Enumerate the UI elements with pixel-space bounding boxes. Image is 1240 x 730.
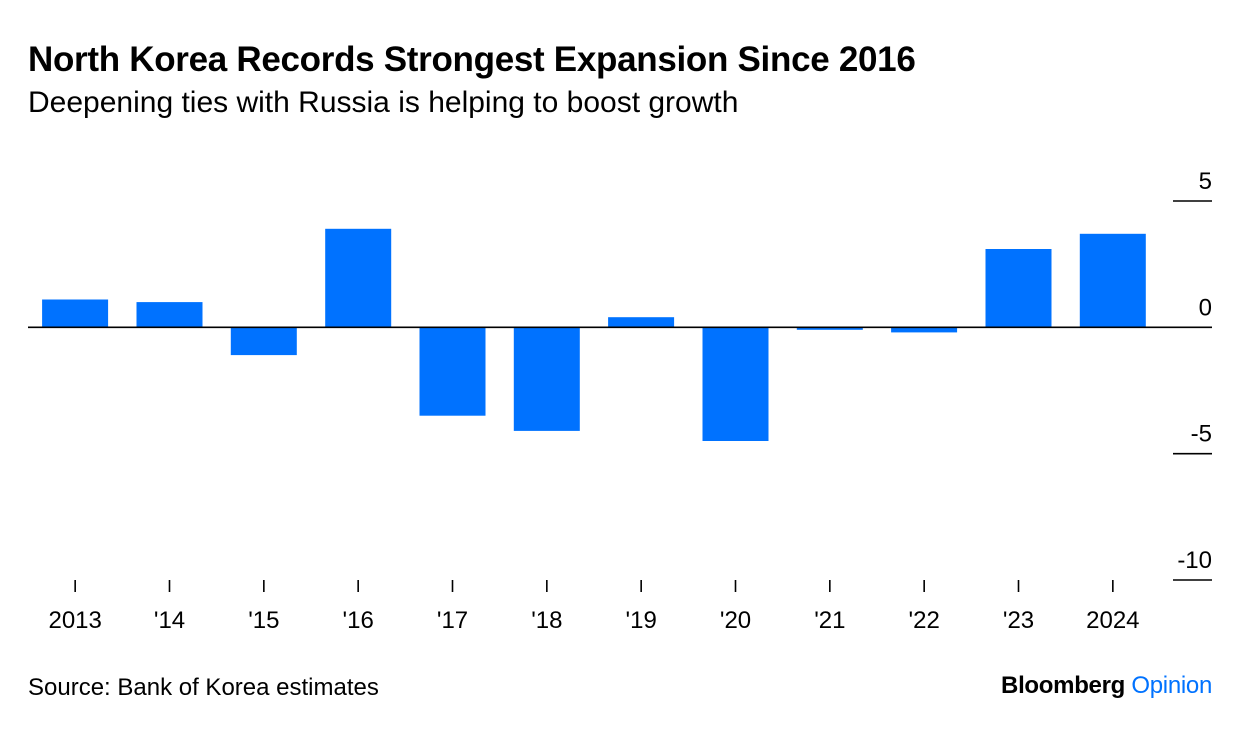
brand-secondary: Opinion <box>1131 672 1212 699</box>
x-tick-label: '19 <box>626 607 657 634</box>
x-tick-label: '16 <box>343 607 374 634</box>
y-tick-label: -10 <box>1177 547 1212 574</box>
source-note: Source: Bank of Korea estimates <box>28 674 379 701</box>
y-tick-label: 5 <box>1199 168 1212 195</box>
x-tick-label: '15 <box>248 607 279 634</box>
brand-primary: Bloomberg <box>1001 672 1125 699</box>
bar-8 <box>796 327 863 330</box>
bar-6 <box>608 317 675 328</box>
bar-1 <box>136 302 203 328</box>
y-tick-label: -5 <box>1191 421 1212 448</box>
bar-9 <box>891 327 958 333</box>
x-tick-label: '20 <box>720 607 751 634</box>
x-tick-label: '21 <box>814 607 845 634</box>
bar-2 <box>230 327 297 356</box>
x-tick-label: 2013 <box>48 607 101 634</box>
bar-4 <box>419 327 486 416</box>
x-tick-label: '17 <box>437 607 468 634</box>
x-tick-label: '22 <box>909 607 940 634</box>
bar-3 <box>325 228 392 328</box>
bar-7 <box>702 327 769 441</box>
x-tick-label: '23 <box>1003 607 1034 634</box>
bar-11 <box>1079 233 1146 328</box>
chart-title: North Korea Records Strongest Expansion … <box>28 40 916 79</box>
brand-logo: Bloomberg Opinion <box>1001 672 1212 700</box>
y-tick-label: 0 <box>1199 294 1212 321</box>
bar-10 <box>985 249 1052 328</box>
x-tick-label: '18 <box>531 607 562 634</box>
bar-5 <box>513 327 580 431</box>
x-tick-label: 2024 <box>1086 607 1139 634</box>
chart-subtitle: Deepening ties with Russia is helping to… <box>28 86 739 119</box>
x-tick-label: '14 <box>154 607 185 634</box>
bar-0 <box>42 299 109 328</box>
